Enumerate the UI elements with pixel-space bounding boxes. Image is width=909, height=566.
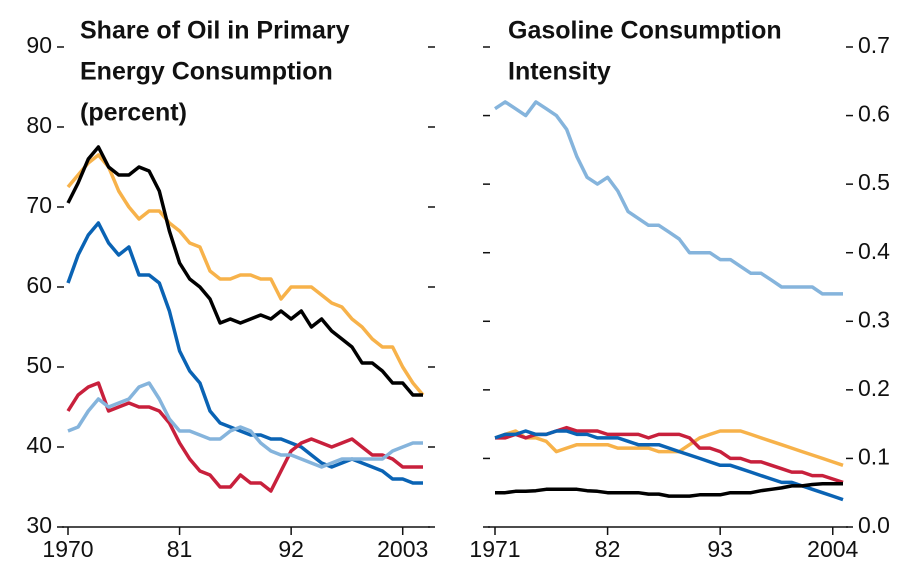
- x-tick-label: 2004: [807, 536, 858, 562]
- series-line: [494, 429, 844, 467]
- y-tick-label: 50: [26, 352, 52, 378]
- y-tick-label: 0.1: [858, 444, 890, 470]
- x-tick-label: 1971: [469, 536, 520, 562]
- y-tick-label: 80: [26, 112, 52, 138]
- series-line: [66, 153, 425, 397]
- chart-title: Energy Consumption: [80, 58, 333, 86]
- y-tick-label: 0.4: [858, 238, 890, 264]
- y-tick-label: 0.3: [858, 306, 890, 332]
- y-tick-label: 0.2: [858, 375, 890, 401]
- series-line: [67, 381, 423, 469]
- x-tick-label: 2003: [377, 536, 428, 562]
- y-tick-label: 30: [26, 512, 52, 538]
- y-tick-label: 90: [26, 32, 52, 58]
- y-tick-label: 0.6: [858, 101, 890, 127]
- y-tick-label: 60: [26, 272, 52, 298]
- x-tick-label: 82: [595, 536, 621, 562]
- series-line: [494, 429, 844, 502]
- chart-title: Share of Oil in Primary: [80, 17, 350, 45]
- x-tick-label: 92: [278, 536, 304, 562]
- y-tick-label: 0.0: [858, 512, 890, 538]
- y-tick-label: 70: [26, 192, 52, 218]
- series-line: [66, 145, 423, 397]
- chart-title: Intensity: [508, 58, 611, 86]
- x-tick-label: 93: [707, 536, 733, 562]
- chart-title: (percent): [80, 99, 187, 127]
- y-tick-label: 40: [26, 432, 52, 458]
- series-line: [66, 221, 423, 485]
- series-line: [495, 482, 843, 498]
- series-line: [494, 100, 843, 296]
- x-tick-label: 81: [167, 536, 193, 562]
- chart-title: Gasoline Consumption: [508, 17, 782, 45]
- y-tick-label: 0.5: [858, 169, 890, 195]
- y-tick-label: 0.7: [858, 32, 890, 58]
- x-tick-label: 1970: [42, 536, 93, 562]
- series-line: [66, 381, 423, 493]
